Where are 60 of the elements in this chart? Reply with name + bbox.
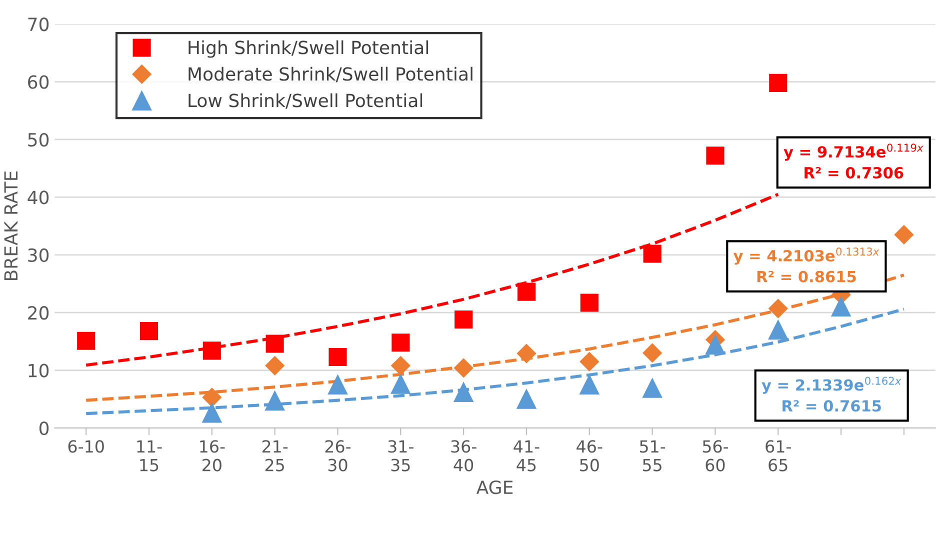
point xyxy=(392,334,410,352)
point xyxy=(516,389,536,409)
x-tick-label: 56-60 xyxy=(702,440,728,472)
y-tick-label: 50 xyxy=(28,132,49,147)
point xyxy=(328,348,347,366)
point xyxy=(642,378,662,398)
point xyxy=(265,356,284,376)
point xyxy=(642,343,662,363)
x-tick-label: 41-45 xyxy=(514,440,540,472)
point xyxy=(705,335,725,355)
point xyxy=(768,299,788,318)
x-tick-label: 51-55 xyxy=(640,440,666,472)
point xyxy=(768,320,788,340)
x-tick-label: 61-65 xyxy=(766,440,791,472)
x-tick-label: 6-10 xyxy=(68,440,104,453)
point xyxy=(454,382,474,402)
point xyxy=(140,322,158,340)
y-tick-label: 40 xyxy=(28,190,49,204)
point xyxy=(706,146,724,165)
point xyxy=(391,356,410,376)
point xyxy=(517,282,536,301)
y-tick-label: 70 xyxy=(28,18,49,32)
text: y = 4.2103e$^{0.1313x}$ R² = 0.8615 xyxy=(733,248,880,282)
point xyxy=(390,374,410,394)
legend-label: High Shrink/Swell Potential xyxy=(188,40,428,58)
point xyxy=(580,352,599,372)
point xyxy=(454,310,473,329)
x-tick-label: 16-20 xyxy=(200,440,225,472)
point xyxy=(643,244,662,263)
legend-label: Moderate Shrink/Swell Potential xyxy=(188,66,472,82)
point xyxy=(328,375,348,394)
x-tick-label: 46-50 xyxy=(576,440,602,472)
point xyxy=(266,334,284,353)
point xyxy=(454,358,474,378)
point xyxy=(202,342,221,360)
x-axis-title: AGE xyxy=(476,480,513,494)
point xyxy=(580,375,600,394)
x-tick-label: 31-35 xyxy=(388,440,414,472)
x-tick-label: 26-30 xyxy=(325,440,351,472)
point xyxy=(77,332,96,350)
y-axis-title: BREAK RATE xyxy=(4,171,18,280)
point xyxy=(769,74,788,92)
point xyxy=(202,403,222,423)
y-tick-label: 30 xyxy=(28,248,49,262)
point xyxy=(831,297,851,317)
x-tick-label: 36-40 xyxy=(451,440,476,472)
point xyxy=(894,225,914,244)
text: y = 9.7134e$^{0.119x}$ R² = 0.7306 xyxy=(784,144,924,179)
y-tick-label: 10 xyxy=(28,364,49,378)
y-tick-label: 60 xyxy=(28,75,49,89)
x-tick-label: 21-25 xyxy=(262,440,288,472)
y-tick-label: 20 xyxy=(28,306,49,320)
x-tick-label: 11-15 xyxy=(137,440,162,472)
point xyxy=(580,294,598,312)
y-tick-label: 0 xyxy=(39,421,49,436)
point xyxy=(202,388,222,407)
point xyxy=(516,344,536,364)
legend-label: Low Shrink/Swell Potential xyxy=(188,93,422,109)
text: y = 2.1339e$^{0.162x}$ R² = 0.7615 xyxy=(762,376,902,412)
point xyxy=(265,391,285,411)
